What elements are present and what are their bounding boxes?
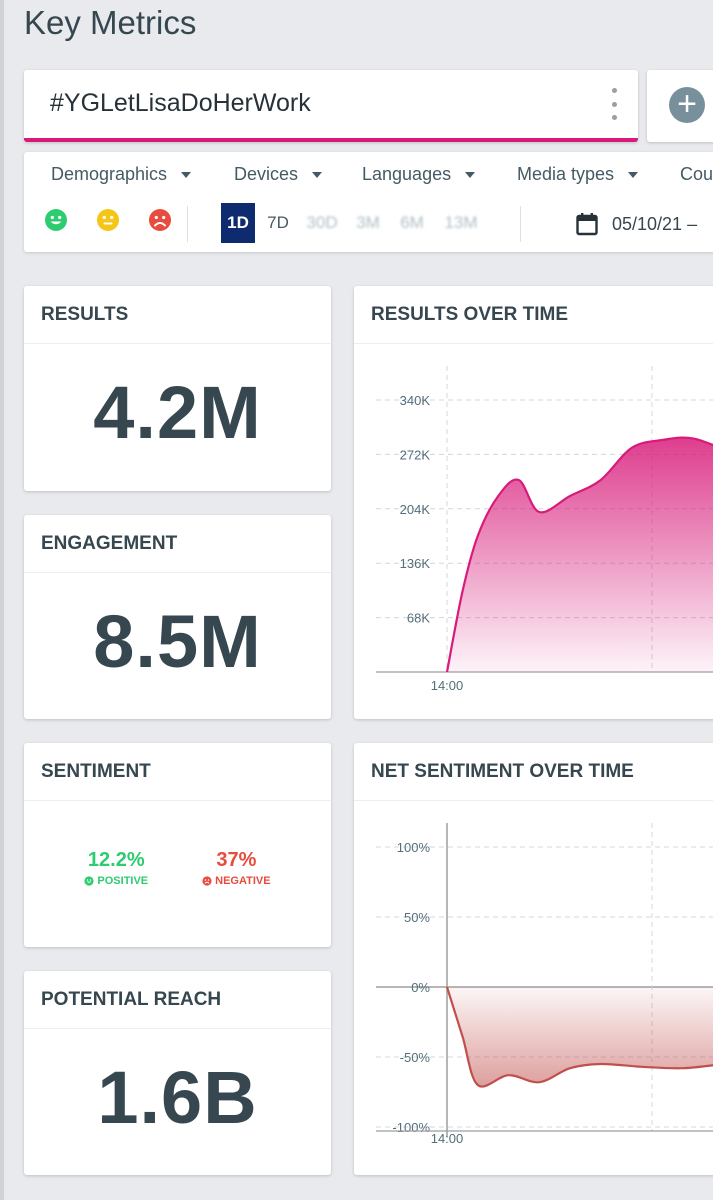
sentiment-title: SENTIMENT xyxy=(24,743,331,801)
media-types-dropdown-label: Media types xyxy=(517,164,615,184)
results-over-time-title: RESULTS OVER TIME xyxy=(354,286,713,344)
net-sentiment-over-time-chart: -100% -50% 0% 50% 100% 14:00 xyxy=(376,823,713,1146)
engagement-title: ENGAGEMENT xyxy=(24,515,331,573)
demographics-dropdown[interactable]: Demographics xyxy=(51,164,192,185)
devices-dropdown[interactable]: Devices xyxy=(234,164,323,185)
page-title: Key Metrics xyxy=(24,4,197,41)
net-sentiment-over-time-card: NET SENTIMENT OVER TIME -100% -50% 0% 50% 10… xyxy=(354,743,713,1175)
countries-dropdown-label: Cou xyxy=(680,164,713,184)
potential-reach-title: POTENTIAL REACH xyxy=(24,971,331,1029)
results-over-time-card: RESULTS OVER TIME 68K 136K 204K 272K 340K 14:… xyxy=(354,286,713,719)
date-range-text: 05/10/21 – xyxy=(612,213,698,234)
positive-face-icon xyxy=(84,876,94,886)
chevron-down-icon xyxy=(628,171,639,178)
left-rail xyxy=(0,0,4,1200)
countries-dropdown[interactable]: Cou xyxy=(680,164,713,185)
search-query-card[interactable]: #YGLetLisaDoHerWork xyxy=(24,70,638,142)
engagement-card: ENGAGEMENT 8.5M xyxy=(24,515,331,719)
negative-label: NEGATIVE xyxy=(215,875,271,887)
results-value: 4.2M xyxy=(93,371,262,454)
engagement-value: 8.5M xyxy=(93,600,262,683)
series-line xyxy=(445,436,713,673)
negative-sentiment: 37% NEGATIVE xyxy=(202,849,271,887)
search-query-text[interactable]: #YGLetLisaDoHerWork xyxy=(50,89,311,117)
negative-face-icon xyxy=(202,876,212,886)
range-3m[interactable]: 3M xyxy=(356,213,380,232)
y-tick-label: 272K xyxy=(400,447,431,462)
y-tick-label: 136K xyxy=(400,556,431,571)
positive-sentiment: 12.2% POSITIVE xyxy=(84,849,148,887)
plus-icon[interactable]: + xyxy=(669,87,705,123)
date-picker[interactable]: 05/10/21 – xyxy=(576,212,697,236)
y-tick-label: 340K xyxy=(400,393,431,408)
more-options-icon[interactable] xyxy=(610,88,618,120)
potential-reach-card: POTENTIAL REACH 1.6B xyxy=(24,971,331,1175)
neutral-face-icon[interactable] xyxy=(96,208,120,232)
chevron-down-icon xyxy=(465,171,476,178)
net-sentiment-over-time-title: NET SENTIMENT OVER TIME xyxy=(354,743,713,801)
devices-dropdown-label: Devices xyxy=(234,164,299,184)
filter-divider xyxy=(187,206,188,242)
series-area xyxy=(447,987,713,1087)
results-card: RESULTS 4.2M xyxy=(24,286,331,491)
filter-bar: Demographics Devices Languages Media typ… xyxy=(24,152,713,252)
chevron-down-icon xyxy=(312,171,323,178)
sentiment-card: SENTIMENT 12.2% POSITIVE 37% NEGATIVE xyxy=(24,743,331,947)
potential-reach-value: 1.6B xyxy=(97,1056,258,1139)
y-tick-label: 0% xyxy=(411,980,430,995)
x-tick-label: 14:00 xyxy=(431,1131,464,1146)
negative-value: 37% xyxy=(216,849,257,871)
demographics-dropdown-label: Demographics xyxy=(51,164,168,184)
series-line xyxy=(445,986,713,1088)
y-tick-label: 50% xyxy=(404,910,430,925)
results-over-time-chart: 68K 136K 204K 272K 340K 14:00 xyxy=(376,366,713,693)
range-13m[interactable]: 13M xyxy=(444,213,478,232)
y-tick-label: -100% xyxy=(392,1120,430,1135)
series-area xyxy=(447,437,713,672)
positive-value: 12.2% xyxy=(87,849,145,871)
y-tick-label: -50% xyxy=(400,1050,431,1065)
range-30d[interactable]: 30D xyxy=(306,213,338,232)
calendar-icon xyxy=(576,213,598,236)
range-7d[interactable]: 7D xyxy=(267,213,289,232)
languages-dropdown[interactable]: Languages xyxy=(362,164,476,185)
results-title: RESULTS xyxy=(24,286,331,344)
y-tick-label: 68K xyxy=(407,611,430,626)
languages-dropdown-label: Languages xyxy=(362,164,452,184)
range-6m[interactable]: 6M xyxy=(400,213,424,232)
x-tick-label: 14:00 xyxy=(431,678,464,693)
add-query-card[interactable]: + xyxy=(647,70,713,142)
range-1d[interactable]: 1D xyxy=(221,203,255,243)
y-tick-label: 100% xyxy=(397,840,431,855)
positive-face-icon[interactable] xyxy=(44,208,68,232)
chevron-down-icon xyxy=(181,171,192,178)
filter-divider xyxy=(520,206,521,242)
positive-label: POSITIVE xyxy=(97,875,149,887)
media-types-dropdown[interactable]: Media types xyxy=(517,164,639,185)
y-tick-label: 204K xyxy=(400,502,431,517)
negative-face-icon[interactable] xyxy=(148,208,172,232)
